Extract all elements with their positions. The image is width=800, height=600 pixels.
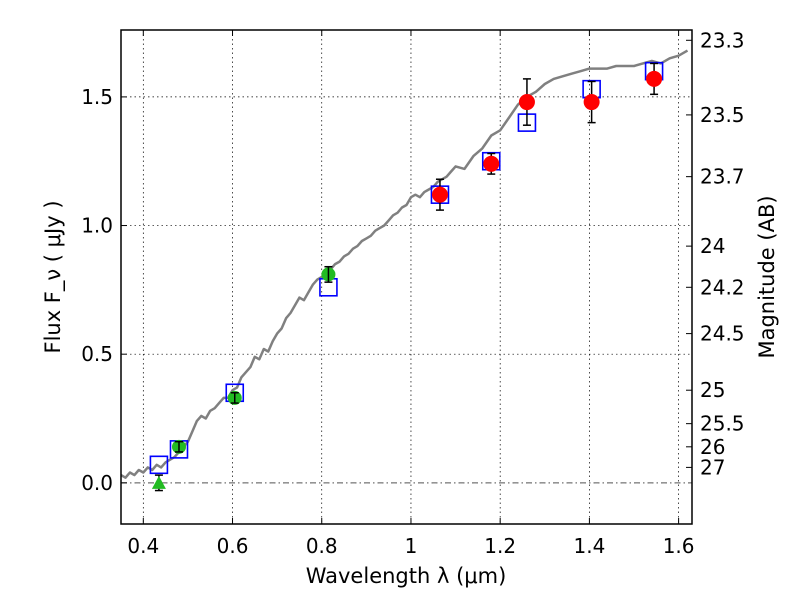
x-tick-label: 1.6: [663, 534, 695, 558]
nir-data-point: [646, 70, 663, 87]
nir-data-point: [483, 155, 500, 172]
x-tick-label: 1.4: [573, 534, 605, 558]
x-axis-label: Wavelength λ (μm): [306, 564, 507, 588]
upper-limit-triangle: [151, 475, 166, 489]
y-axis-right-label: Magnitude (AB): [755, 195, 779, 358]
x-tick-label: 1: [405, 534, 418, 558]
x-tick-label: 0.4: [127, 534, 159, 558]
right-tick-label: 23.5: [700, 103, 745, 127]
model-box-marker: [149, 455, 169, 475]
y-axis-label: Flux F_ν ( μJy ): [41, 200, 66, 353]
y-tick-label: 0.0: [81, 471, 113, 495]
data-layer: [121, 49, 689, 492]
y-tick-label: 0.5: [81, 342, 113, 366]
x-tick-label: 1.2: [484, 534, 516, 558]
x-tick-label: 0.8: [306, 534, 338, 558]
right-tick-label: 24: [700, 234, 725, 258]
x-tick-label: 0.6: [217, 534, 249, 558]
right-tick-label: 23.3: [700, 28, 745, 52]
plot-frame: [120, 29, 693, 525]
y-tick-label: 1.0: [81, 214, 113, 238]
right-tick-label: 25: [700, 378, 725, 402]
model-sed-line: [121, 49, 689, 479]
right-tick-label: 27: [700, 455, 725, 479]
y-tick-label: 1.5: [81, 85, 113, 109]
nir-data-point: [431, 186, 448, 203]
right-tick-label: 26: [700, 435, 725, 459]
right-tick-label: 23.7: [700, 165, 745, 189]
nir-data-point: [518, 94, 535, 111]
plot-background: [121, 30, 692, 524]
right-tick-label: 24.5: [700, 322, 745, 346]
right-tick-label: 24.2: [700, 275, 745, 299]
nir-data-point: [583, 94, 600, 111]
right-tick-label: 25.5: [700, 412, 745, 436]
axis-ticks: 0.4 0.6 0.8 1 1.2 1.4 1.6 0.0 0.5 1.0 1.5 23.3 23.5 2…: [81, 28, 744, 558]
